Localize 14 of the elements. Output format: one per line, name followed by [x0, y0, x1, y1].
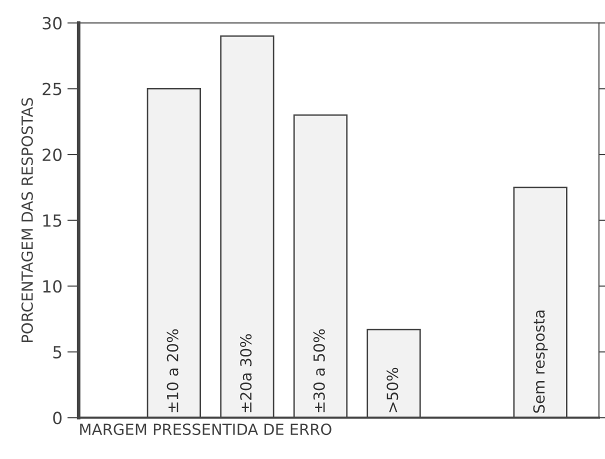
y-tick-label: 30: [42, 16, 62, 30]
y-tick-label: 20: [42, 148, 62, 162]
y-tick-label: 25: [42, 82, 62, 96]
x-tick-label: Sem resposta: [533, 310, 548, 413]
x-tick-label: ±10 a 20%: [166, 329, 178, 412]
y-tick-label: 10: [43, 280, 62, 293]
x-tick-label: >50%: [386, 368, 398, 412]
y-tick-label: 5: [53, 346, 62, 358]
y-axis-title: PORCENTAGEM DAS RESPOSTAS: [21, 98, 33, 342]
y-tick-label: 15: [43, 214, 62, 227]
x-axis-title: MARGEM PRESSENTIDA DE ERRO: [80, 424, 332, 436]
x-tick-label: ±20a 30%: [240, 334, 252, 412]
y-tick-label: 0: [53, 412, 62, 424]
x-tick-label: ±30 a 50%: [313, 329, 325, 412]
